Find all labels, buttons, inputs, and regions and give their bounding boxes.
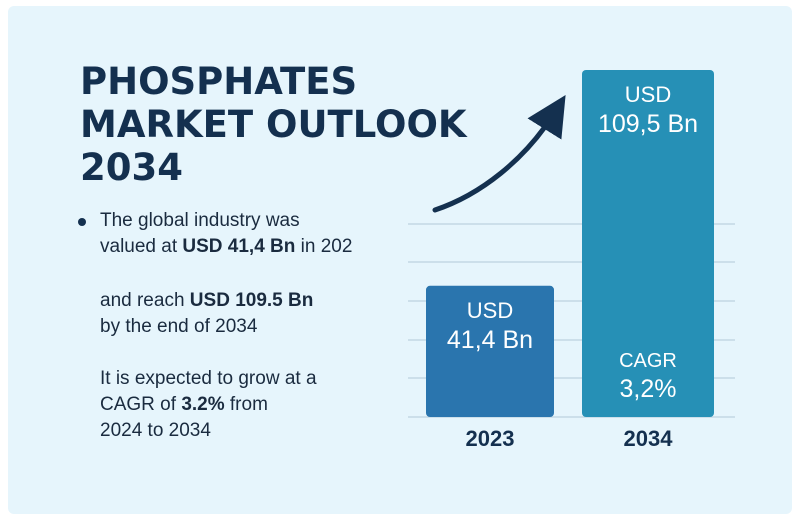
market-value-lead: valued at (100, 236, 183, 257)
market-value-line-1: The global industry was (100, 210, 300, 231)
forecast-lead: and reach (100, 290, 190, 311)
cagr-line-3: 2024 to 2034 (100, 420, 211, 441)
cagr-annotation-label: CAGR (619, 350, 677, 372)
x-tick-label: 2023 (466, 426, 515, 451)
market-value-year: in 202 (295, 236, 353, 257)
bar-label-currency: USD (625, 82, 671, 107)
bar-label-value: 109,5 Bn (598, 110, 698, 138)
forecast-line-2: by the end of 2034 (100, 316, 258, 337)
cagr-value: 3.2% (181, 394, 225, 415)
cagr-text: It is expected to grow at a CAGR of 3.2%… (100, 366, 317, 444)
cagr-annotation-value: 3,2% (620, 375, 677, 403)
title-line-3: 2034 (80, 146, 183, 189)
bullet-dot (78, 218, 86, 226)
bar-2023 (426, 285, 554, 417)
page-title: PHOSPHATES MARKET OUTLOOK 2034 (80, 60, 467, 189)
growth-arrow-icon (432, 95, 566, 213)
cagr-lead: CAGR of (100, 394, 182, 415)
market-value-2023: USD 41,4 Bn (182, 236, 296, 257)
market-value-text: The global industry was valued at USD 41… (100, 208, 352, 260)
cagr-line-1: It is expected to grow at a (100, 368, 317, 389)
bar-label-currency: USD (467, 298, 513, 323)
title-line-2: MARKET OUTLOOK (80, 103, 467, 146)
forecast-value-2034: USD 109.5 Bn (189, 290, 314, 311)
x-tick-label: 2034 (624, 426, 674, 451)
cagr-from: from (224, 394, 268, 415)
bar-2034 (582, 70, 714, 417)
bar-label-value: 41,4 Bn (447, 326, 533, 354)
title-line-1: PHOSPHATES (80, 60, 358, 103)
forecast-text: and reach USD 109.5 Bn by the end of 203… (100, 288, 313, 340)
